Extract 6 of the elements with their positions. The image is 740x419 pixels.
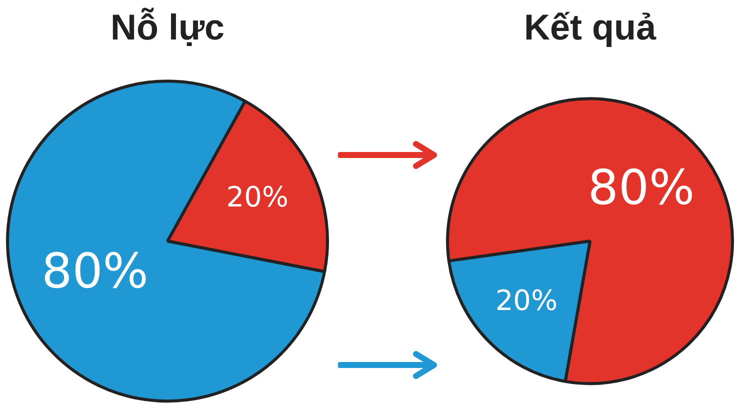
chart-title: Kết quả [524,6,657,48]
data-label: 20% [226,180,289,214]
data-label: 80% [42,243,148,300]
chart-title: Nỗ lực [110,6,225,48]
data-label: 20% [495,284,558,317]
data-label: 80% [588,160,695,216]
